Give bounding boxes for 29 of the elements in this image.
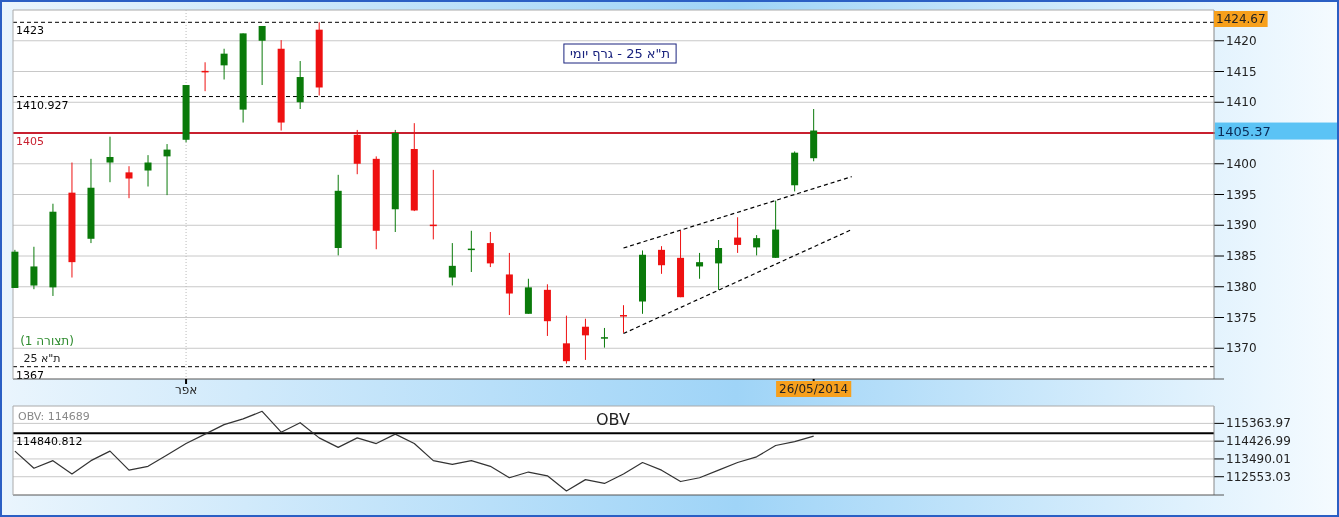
y-tick-label: 1390 xyxy=(1226,218,1257,233)
y-tick-label: 1380 xyxy=(1226,279,1257,294)
line-series xyxy=(14,410,815,492)
y-tick-label: 1375 xyxy=(1226,310,1257,325)
ref-line-label: 1367 xyxy=(16,368,44,382)
y-tick-label: 113490.01 xyxy=(1226,451,1291,466)
annotation: ת"א 25 xyxy=(23,352,61,365)
text: 1424.67 xyxy=(1216,12,1266,26)
ref-line-label: 114840.812 xyxy=(16,435,83,449)
chart-title: OBV xyxy=(595,410,631,429)
annotation: (תצורה 1) xyxy=(20,334,74,348)
y-tick-label: 114426.99 xyxy=(1226,434,1291,449)
y-tick-label: 1400 xyxy=(1226,156,1257,171)
y-tick-label: 1385 xyxy=(1226,249,1257,263)
x-tick-label: אפר xyxy=(174,383,198,397)
text: 1405.37 xyxy=(1217,123,1271,139)
ref-line-label: 1410.927 xyxy=(16,98,69,112)
y-tick-label: 1415 xyxy=(1226,64,1257,79)
y-tick-label: 1395 xyxy=(1226,187,1257,202)
y-tick-label: 1410 xyxy=(1226,95,1257,110)
ref-line-label: 1423 xyxy=(16,24,44,38)
x-tick-label: 26/05/2014 xyxy=(779,382,849,396)
ref-line-label: 1405 xyxy=(16,135,44,148)
y-tick-label: 115363.97 xyxy=(1226,416,1291,431)
text: ת"א 25 - גרף יומי xyxy=(569,46,671,61)
y-tick-label: 1370 xyxy=(1226,341,1257,356)
y-tick-label: 112553.03 xyxy=(1226,469,1291,484)
y-tick-label: 1420 xyxy=(1226,33,1257,48)
annotation: OBV: 114689 xyxy=(18,410,90,423)
